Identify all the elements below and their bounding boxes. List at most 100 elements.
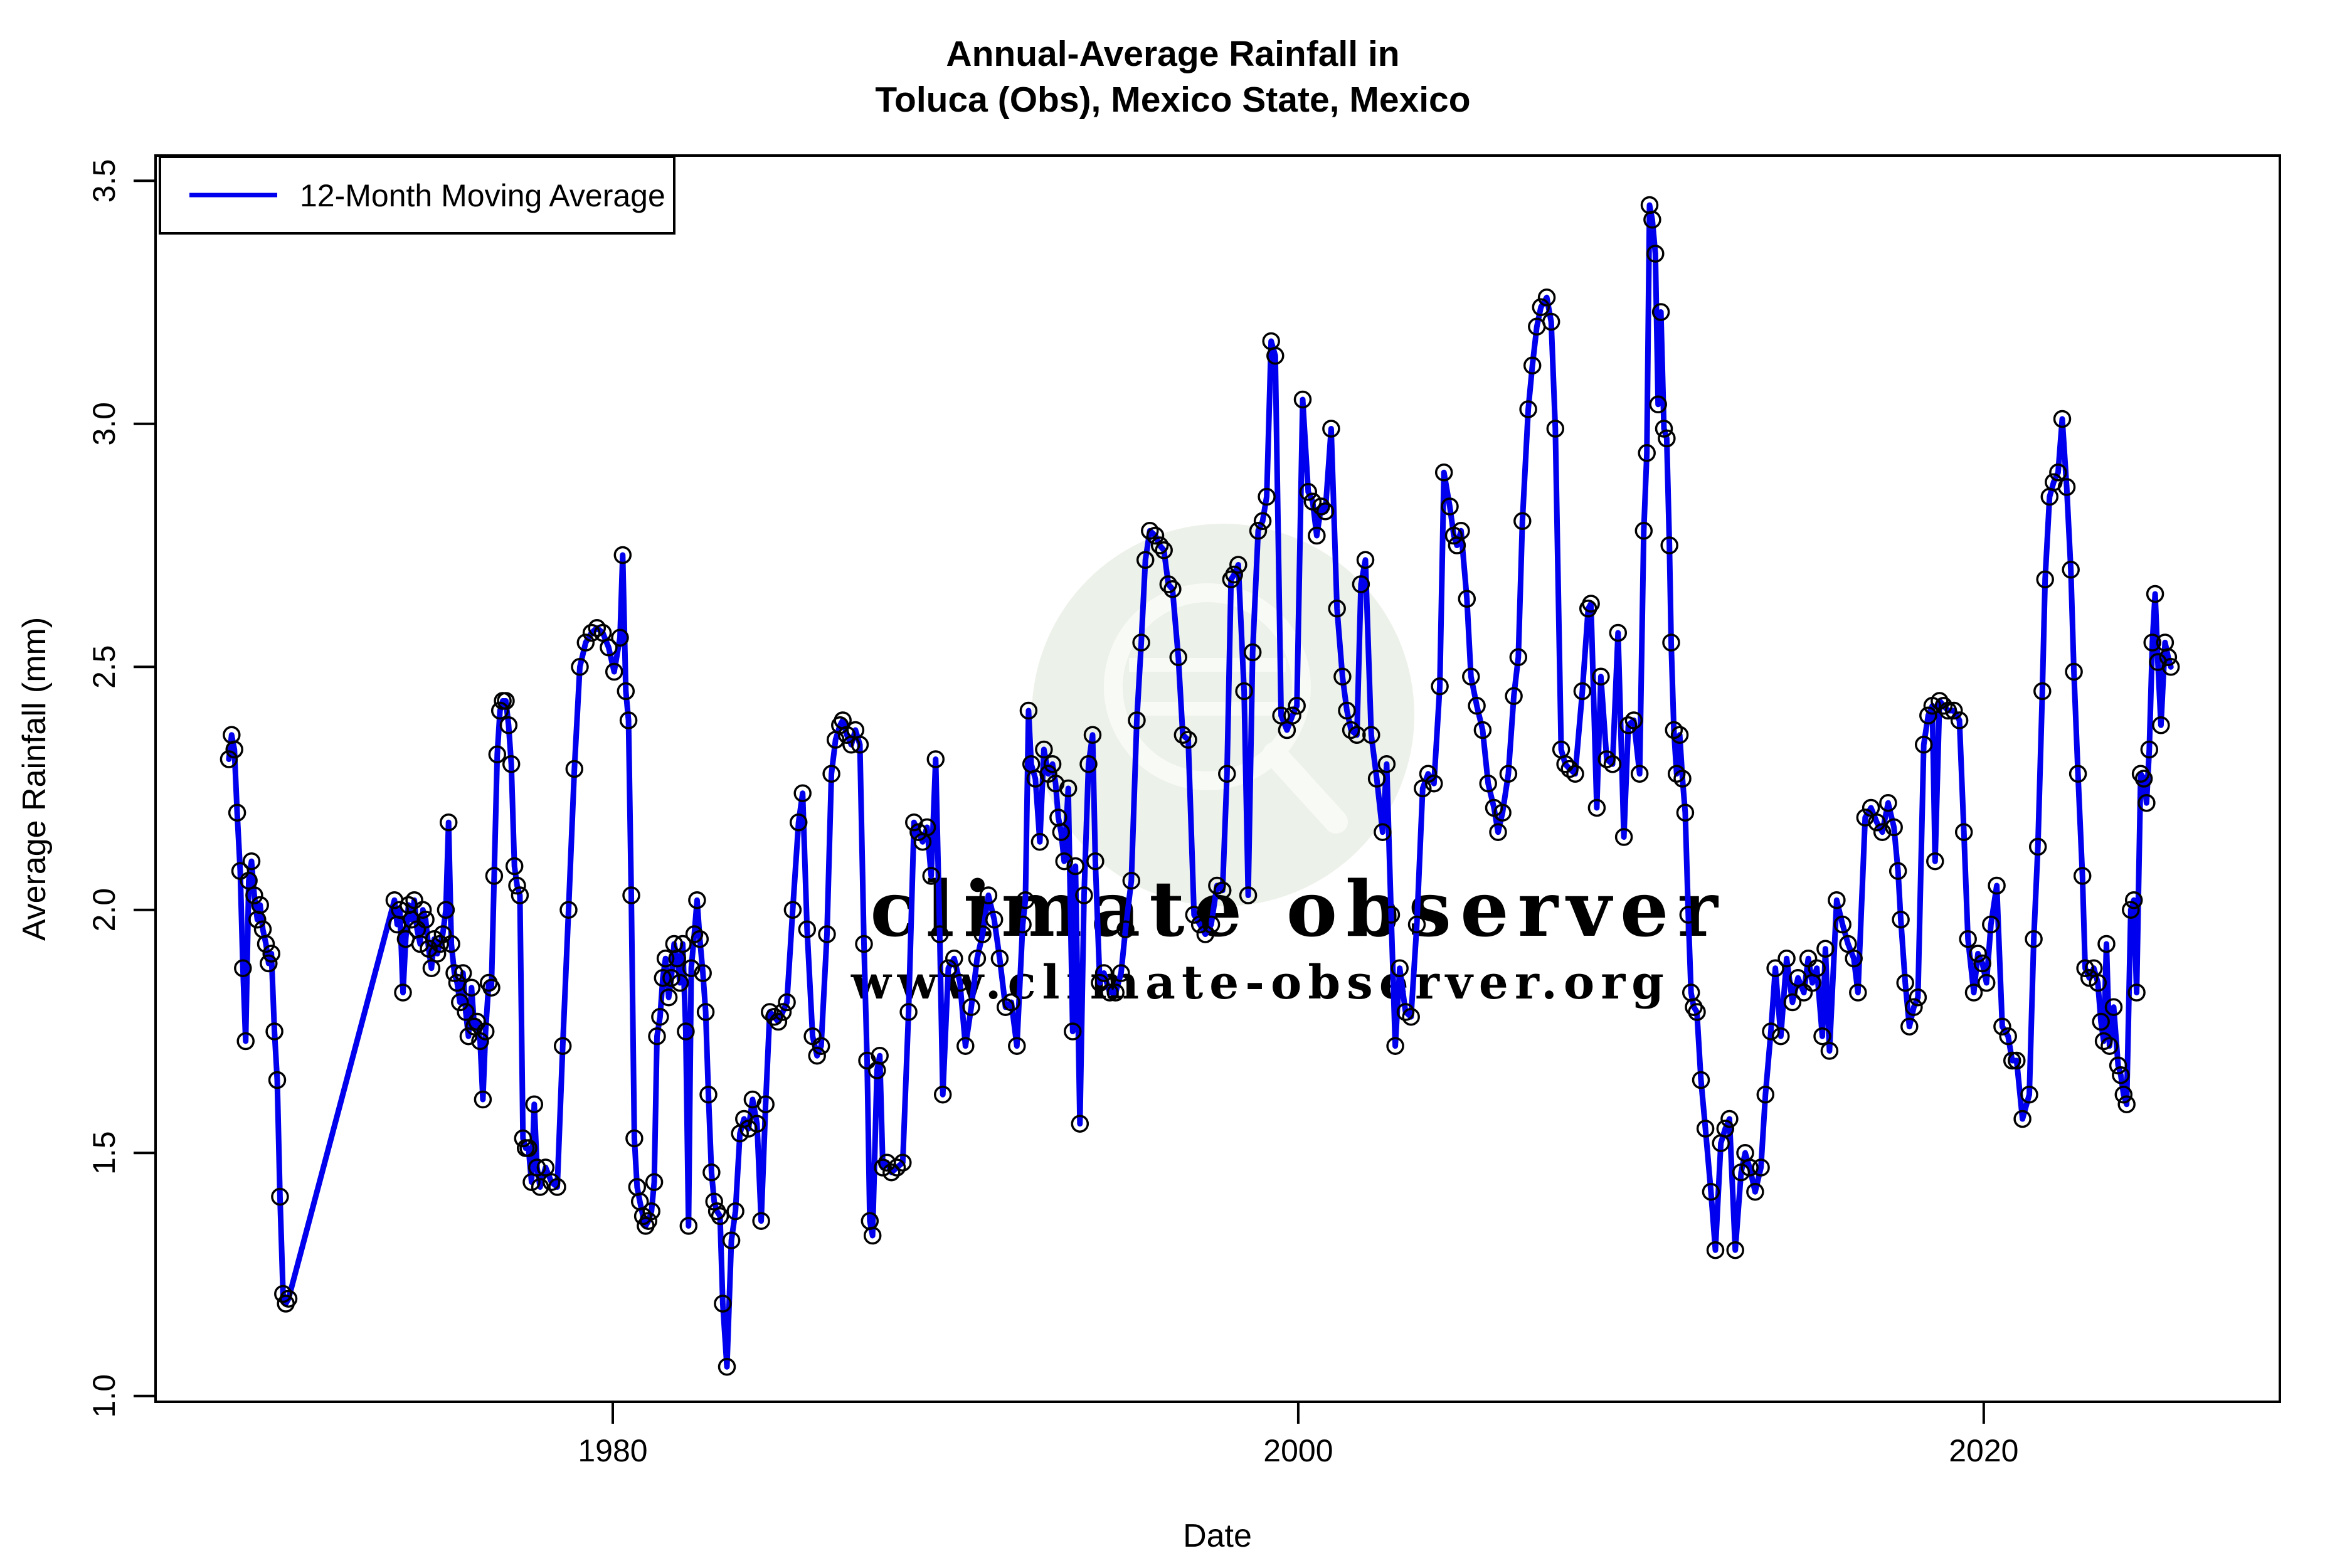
data-point xyxy=(251,896,269,914)
data-point xyxy=(1283,706,1301,725)
x-tick-label: 1980 xyxy=(578,1433,647,1468)
y-tick-label: 2.0 xyxy=(87,888,122,932)
data-point xyxy=(1059,779,1078,798)
data-point xyxy=(593,623,612,642)
data-point xyxy=(962,998,980,1016)
data-point xyxy=(1609,623,1628,642)
data-point xyxy=(1173,726,1192,744)
data-point xyxy=(1638,444,1656,462)
data-point xyxy=(1988,876,2006,895)
data-point xyxy=(1091,973,1109,992)
data-point xyxy=(1833,915,1851,934)
data-point xyxy=(1229,556,1248,574)
data-point xyxy=(1146,526,1165,545)
data-point xyxy=(2140,740,2159,759)
data-point xyxy=(420,940,438,958)
data-point xyxy=(718,1357,736,1376)
data-point xyxy=(769,1012,788,1031)
data-point xyxy=(1752,1158,1770,1177)
data-point xyxy=(739,1120,758,1138)
data-point xyxy=(798,920,817,938)
data-point xyxy=(818,925,836,943)
data-point xyxy=(402,910,421,929)
x-tick-label: 2000 xyxy=(1263,1433,1333,1468)
data-point xyxy=(1954,823,1973,841)
y-tick-label: 3.5 xyxy=(87,159,122,203)
data-point xyxy=(822,765,840,783)
data-point xyxy=(2089,973,2107,992)
data-point xyxy=(778,993,796,1012)
data-point xyxy=(471,1032,489,1051)
data-point xyxy=(559,901,578,919)
data-point xyxy=(1726,1241,1744,1259)
data-point xyxy=(871,1046,889,1065)
data-point xyxy=(1660,536,1678,554)
data-point xyxy=(894,1153,912,1172)
data-point xyxy=(1892,910,1910,929)
y-tick-label: 3.0 xyxy=(87,402,122,446)
data-point xyxy=(462,978,481,997)
data-point xyxy=(2109,1056,2127,1074)
data-point xyxy=(855,935,873,953)
data-point xyxy=(442,935,460,953)
data-point xyxy=(1249,522,1268,540)
data-point xyxy=(1106,983,1125,1002)
x-axis-title: Date xyxy=(1183,1518,1252,1554)
data-point xyxy=(1597,750,1616,768)
data-point xyxy=(625,1129,644,1148)
data-point xyxy=(1614,828,1633,846)
data-point xyxy=(1155,541,1173,559)
data-point xyxy=(1658,429,1676,448)
data-point xyxy=(1288,697,1306,715)
data-point xyxy=(1208,876,1226,895)
data-point xyxy=(1702,1182,1720,1201)
data-point xyxy=(1624,711,1643,729)
data-point xyxy=(271,1187,289,1206)
data-point xyxy=(1977,973,1996,992)
data-point xyxy=(1441,497,1459,516)
data-point xyxy=(1128,711,1146,729)
legend-label: 12-Month Moving Average xyxy=(300,178,665,213)
data-point xyxy=(705,1192,723,1210)
data-point xyxy=(1573,682,1592,701)
data-point xyxy=(2097,935,2116,953)
data-point xyxy=(1132,633,1150,652)
data-point xyxy=(2112,1066,2130,1084)
data-point xyxy=(2092,1012,2110,1031)
data-point xyxy=(488,745,507,764)
data-point xyxy=(1225,565,1243,584)
data-point xyxy=(1328,600,1346,618)
data-point xyxy=(1885,818,1903,837)
data-point xyxy=(1587,798,1606,817)
data-point xyxy=(1720,1110,1739,1128)
data-point xyxy=(416,910,435,929)
data-point xyxy=(639,1212,658,1230)
data-point xyxy=(245,886,263,904)
data-point xyxy=(1213,881,1232,899)
data-point xyxy=(1939,701,1957,720)
data-point xyxy=(1163,580,1182,598)
data-point xyxy=(939,959,958,977)
data-point xyxy=(1513,512,1532,531)
data-point xyxy=(2062,561,2080,579)
data-point xyxy=(1179,731,1197,749)
data-point xyxy=(571,658,589,676)
data-point xyxy=(1141,522,1159,540)
data-point xyxy=(1499,765,1518,783)
data-point xyxy=(2069,765,2087,783)
data-point xyxy=(485,867,504,885)
data-point xyxy=(2080,968,2099,987)
data-point xyxy=(565,760,584,778)
data-point xyxy=(1816,940,1835,958)
data-point xyxy=(1969,945,1987,963)
data-point xyxy=(611,628,629,647)
data-point xyxy=(677,1022,695,1041)
data-point xyxy=(1019,701,1038,720)
data-point xyxy=(1086,852,1104,871)
data-point xyxy=(699,1085,718,1104)
data-point xyxy=(1322,420,1340,438)
data-point xyxy=(1473,721,1492,739)
data-point xyxy=(645,1173,664,1191)
data-point xyxy=(2100,1037,2119,1055)
data-point xyxy=(1002,993,1020,1012)
